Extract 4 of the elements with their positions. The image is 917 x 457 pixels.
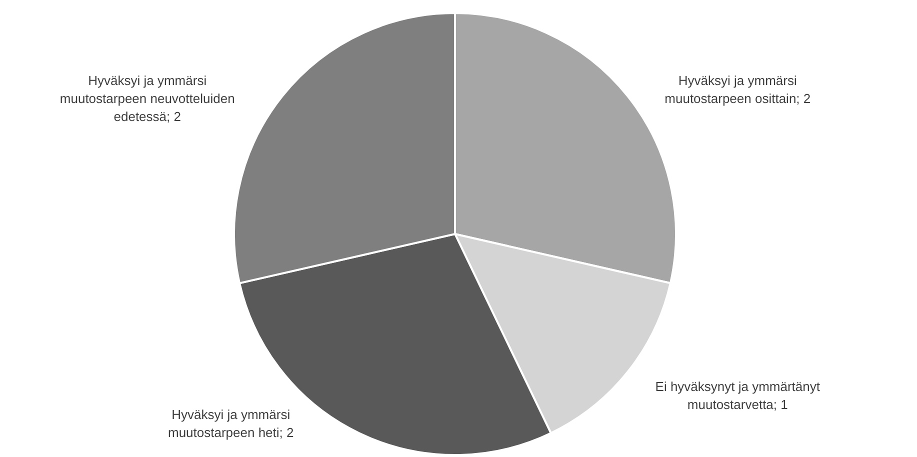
slice-label: Ei hyväksynyt ja ymmärtänyt muutostarvetta; 1: [655, 378, 820, 412]
slice-label: Hyväksyi ja ymmärsi muutostarpeen heti; 2: [168, 407, 294, 440]
slice-label: Hyväksyi ja ymmärsi muutostarpeen osittain; 2: [664, 73, 811, 106]
slice-label: Hyväksyi ja ymmärsi muutostarpeen neuvotteluiden edetessä; 2: [60, 73, 235, 124]
